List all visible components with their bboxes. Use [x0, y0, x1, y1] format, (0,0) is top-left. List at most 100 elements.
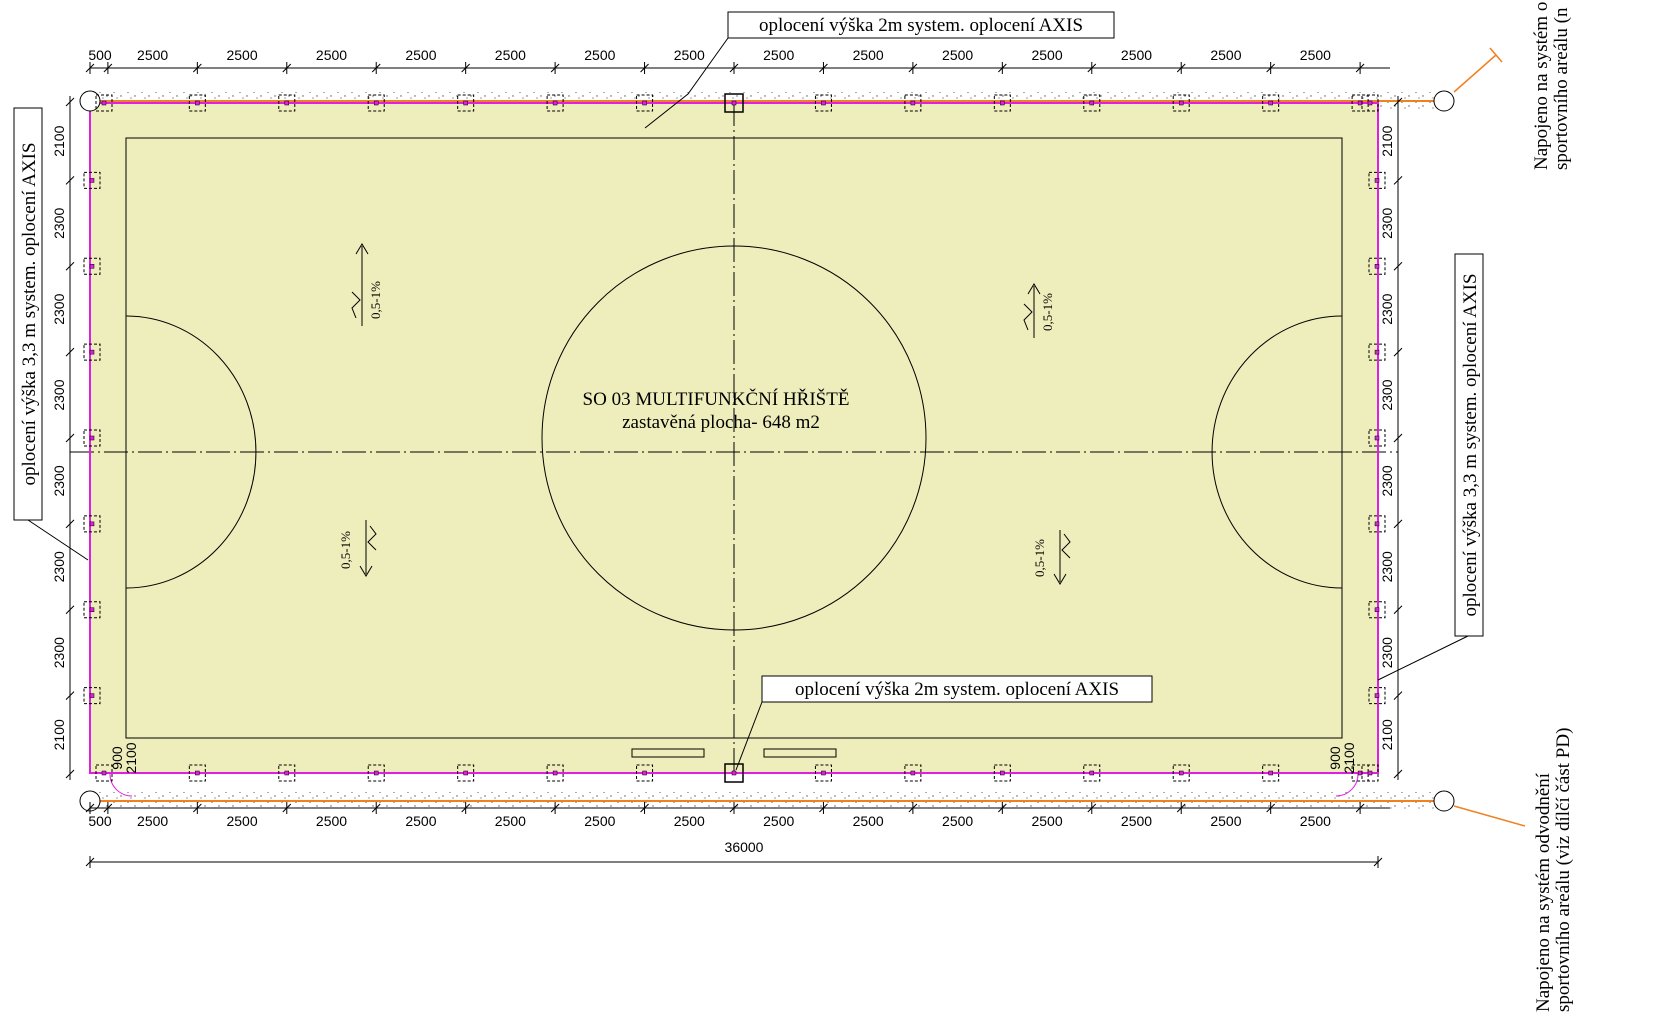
dim-label: 2500: [405, 47, 436, 63]
dim-tick: [1393, 603, 1403, 616]
dim-label: 2300: [51, 465, 67, 496]
dim-tick: [908, 802, 918, 814]
callout: oplocení výška 3,3 m system. oplocení AX…: [1377, 253, 1484, 681]
post: [195, 100, 200, 106]
dim-tick: [550, 802, 560, 814]
slope: 0,5-1%: [1032, 539, 1047, 577]
post-footing: [83, 429, 101, 447]
callout: oplocení výška 3,3 m system. oplocení AX…: [13, 107, 89, 561]
dim-tick: [1393, 260, 1403, 273]
slope: 0,5-1%: [368, 281, 383, 319]
dim-tick: [282, 802, 292, 814]
post: [1268, 100, 1273, 106]
post: [821, 770, 826, 776]
post-footing: [83, 171, 101, 189]
dim-tick: [640, 62, 649, 74]
dim-label: 2100: [1379, 719, 1395, 750]
post: [552, 770, 558, 776]
post-footing: [546, 764, 564, 782]
callout-text: oplocení výška 3,3 m system. oplocení AX…: [19, 142, 40, 485]
drain-note: sportovního areálu (n: [1551, 7, 1572, 170]
dim-label: 2100: [123, 742, 139, 773]
dim-label: 2500: [584, 47, 615, 63]
post-footing: [1172, 764, 1190, 782]
dim-label: 2500: [1300, 813, 1331, 829]
bench: [631, 748, 705, 758]
post-footing: [367, 764, 385, 782]
post: [1000, 770, 1005, 776]
post: [1374, 693, 1380, 698]
dim-tick: [1087, 802, 1097, 814]
post: [1374, 607, 1380, 612]
dim-label: 2100: [51, 125, 67, 156]
dim-label: 2300: [51, 551, 67, 582]
dim-tick: [65, 689, 75, 702]
post-footing: [993, 94, 1011, 112]
post: [642, 770, 647, 776]
dim-tick: [729, 802, 739, 814]
post: [373, 100, 379, 106]
post: [1367, 100, 1373, 106]
dim-tick: [1355, 62, 1365, 74]
post: [89, 264, 95, 269]
dim-tick: [103, 62, 113, 74]
dim-label: 2300: [51, 379, 67, 410]
dim-tick: [85, 856, 95, 868]
dim-tick: [1393, 174, 1403, 187]
post: [1367, 770, 1373, 776]
post-footing: [1368, 343, 1386, 361]
manholes: [79, 90, 1455, 812]
goal-arc: [1211, 315, 1343, 589]
dim-label: 2500: [495, 813, 526, 829]
post-footing: [1083, 764, 1101, 782]
dimensions: 500 2500 2500 2500 2500 2500 2500 2500 2500 2500 2…: [51, 47, 1403, 868]
dim-tick: [1176, 62, 1186, 74]
post: [463, 770, 468, 776]
post: [1089, 100, 1095, 106]
post-footing: [904, 764, 922, 782]
post-footing: [457, 94, 475, 112]
manhole: [1433, 90, 1455, 112]
dim-tick: [908, 62, 918, 74]
post-footing: [814, 764, 832, 782]
dim-label: 2300: [1379, 293, 1395, 324]
manhole: [1433, 790, 1455, 812]
dim-tick: [65, 603, 75, 616]
post-footing: [1368, 515, 1386, 533]
post-footing: [1351, 94, 1369, 112]
post-footing: [83, 687, 101, 705]
dim-tick: [65, 260, 75, 273]
dim-tick: [550, 62, 560, 74]
post-footing: [83, 257, 101, 275]
dim-tick: [65, 432, 75, 444]
post-footing: [1361, 94, 1379, 112]
post-footing: [1172, 94, 1190, 112]
dim-label: 900: [1327, 746, 1343, 770]
dim-label: 500: [88, 813, 112, 829]
post-footing: [278, 764, 296, 782]
post: [101, 100, 107, 106]
post-footing: [1368, 601, 1386, 619]
dim-tick: [103, 802, 113, 814]
center-circle: [541, 245, 927, 631]
slope: 0,5-1%: [338, 531, 353, 569]
post: [821, 100, 826, 106]
drain-note: sportovního areálu (viz dílčí část PD): [1553, 728, 1574, 1012]
dim-tick: [192, 802, 202, 814]
post-footing: [1361, 764, 1379, 782]
post-footing: [83, 601, 101, 619]
callout-text: oplocení výška 2m system. oplocení AXIS: [795, 679, 1119, 700]
dim-tick: [1266, 802, 1276, 814]
post-footing: [1262, 764, 1280, 782]
dim-label: 2500: [1121, 47, 1152, 63]
dim-label: 2300: [51, 293, 67, 324]
dim-label: 2300: [1379, 379, 1395, 410]
slope: 0,5-1%: [1040, 293, 1055, 331]
dim-tick: [65, 174, 75, 187]
post: [463, 100, 468, 106]
post-footing: [724, 93, 744, 113]
bench: [763, 748, 837, 758]
post-footing: [83, 343, 101, 361]
dim-tick: [997, 802, 1007, 814]
